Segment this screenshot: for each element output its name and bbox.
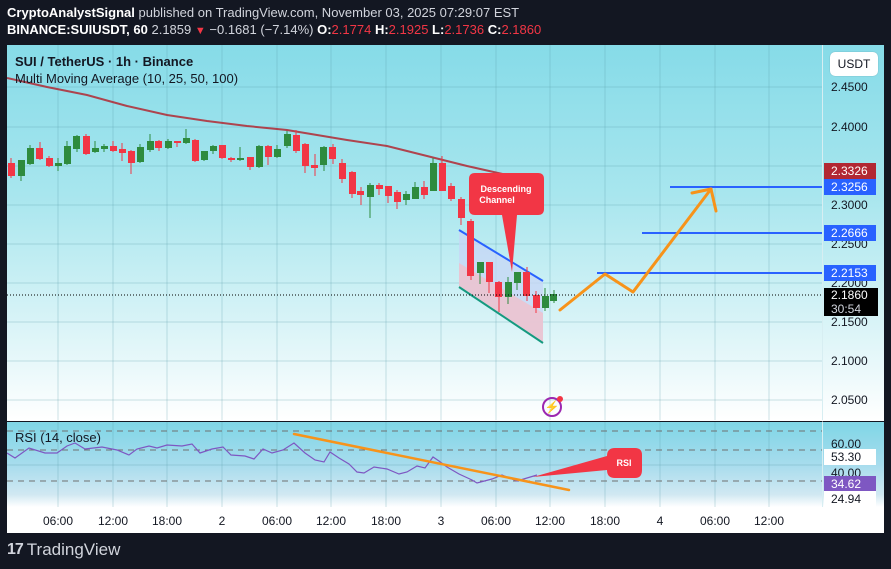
svg-text:Descending: Descending	[480, 184, 531, 194]
high-value: 2.1925	[388, 22, 429, 37]
time-tick: 06:00	[261, 514, 293, 528]
grid	[7, 45, 822, 420]
target-lines[interactable]	[597, 186, 822, 274]
publish-header: CryptoAnalystSignal published on Trading…	[7, 4, 887, 40]
price-tick: 2.1000	[831, 354, 868, 368]
bar-countdown: 30:54	[831, 302, 862, 316]
time-tick: 12:00	[534, 514, 566, 528]
target3-price-tag: 2.3256	[824, 179, 876, 195]
lightning-icon[interactable]: ⚡	[542, 396, 563, 417]
author-name[interactable]: CryptoAnalystSignal	[7, 5, 135, 20]
rsi-callout[interactable]: RSI	[533, 448, 642, 478]
last-price: 2.1859	[151, 22, 192, 37]
price-tick: 2.4500	[831, 80, 868, 94]
price-change: −0.1681 (−7.14%)	[209, 22, 314, 37]
price-tick: 2.3000	[831, 198, 868, 212]
time-tick: 18:00	[151, 514, 183, 528]
symbol-title[interactable]: SUI / TetherUS · 1h · Binance	[15, 54, 194, 69]
tradingview-brand: TradingView	[26, 540, 121, 559]
time-tick: 3	[437, 514, 445, 528]
price-tick: 2.1500	[831, 315, 868, 329]
symbol-ohlc: BINANCE:SUIUSDT, 60 2.1859 ▼ −0.1681 (−7…	[7, 21, 887, 40]
open-label: O:	[317, 22, 332, 37]
rsi-current-tag: 34.62	[824, 476, 876, 492]
rsi-chart-canvas: RSI	[7, 422, 822, 507]
time-tick: 06:00	[699, 514, 731, 528]
triangle-down-icon: ▼	[194, 25, 206, 37]
current-price-tag: 2.1860 30:54	[824, 288, 878, 316]
price-axis[interactable]: USDT 2.4500 2.4000 2.3000 2.2500 2.2000 …	[822, 45, 884, 420]
price-tick: 2.0500	[831, 393, 868, 407]
rsi-axis[interactable]: 60.00 40.00 53.30 34.62 24.94	[822, 421, 884, 507]
notification-dot	[557, 396, 563, 402]
time-tick: 06:00	[480, 514, 512, 528]
rsi-tick: 60.00	[831, 437, 862, 451]
close-value: 2.1860	[501, 22, 542, 37]
indicator-label[interactable]: Multi Moving Average (10, 25, 50, 100)	[15, 71, 239, 86]
time-tick: 18:00	[589, 514, 621, 528]
time-axis[interactable]: 06:00 12:00 18:00 2 06:00 12:00 18:00 3 …	[7, 507, 884, 533]
rsi-line	[7, 442, 538, 484]
descending-channel-callout[interactable]: Descending Channel	[469, 173, 544, 272]
rsi-lower-tag: 24.94	[824, 491, 876, 507]
tradingview-logo[interactable]: 17 TradingView	[7, 540, 120, 560]
rsi-trendline[interactable]	[292, 432, 571, 492]
time-tick: 06:00	[42, 514, 74, 528]
symbol: BINANCE:SUIUSDT, 60	[7, 22, 148, 37]
time-tick: 18:00	[370, 514, 402, 528]
price-pane[interactable]: Descending Channel SUI / TetherUS · 1h ·…	[7, 45, 822, 420]
projection-arrow[interactable]	[558, 187, 718, 312]
rsi-legend[interactable]: RSI (14, close)	[15, 430, 101, 445]
time-tick: 4	[656, 514, 664, 528]
low-label: L:	[432, 22, 445, 37]
ma-price-tag: 2.3326	[824, 163, 876, 179]
target1-price-tag: 2.2153	[824, 265, 876, 281]
tradingview-logo-icon: 17	[7, 541, 24, 558]
price-tick: 2.4000	[831, 120, 868, 134]
svg-text:RSI: RSI	[616, 458, 631, 468]
time-tick: 12:00	[97, 514, 129, 528]
rsi-pane[interactable]: RSI RSI (14, close)	[7, 421, 822, 507]
target2-price-tag: 2.2666	[824, 225, 876, 241]
chart-legend: SUI / TetherUS · 1h · Binance Multi Movi…	[15, 53, 238, 87]
rsi-bands	[7, 430, 822, 482]
svg-text:Channel: Channel	[479, 195, 515, 205]
price-chart-canvas: Descending Channel	[7, 45, 822, 420]
rsi-upper-tag: 53.30	[824, 449, 876, 465]
candlesticks	[8, 129, 557, 313]
chart-container: Descending Channel SUI / TetherUS · 1h ·…	[7, 43, 884, 533]
publish-date: published on TradingView.com, November 0…	[138, 5, 520, 20]
open-value: 2.1774	[331, 22, 372, 37]
close-label: C:	[487, 22, 502, 37]
publish-info: CryptoAnalystSignal published on Trading…	[7, 4, 887, 21]
currency-button[interactable]: USDT	[830, 52, 878, 76]
moving-average-line	[7, 77, 538, 182]
time-tick: 12:00	[753, 514, 785, 528]
low-value: 2.1736	[444, 22, 485, 37]
rsi-grid	[7, 422, 822, 507]
time-tick: 2	[218, 514, 226, 528]
time-tick: 12:00	[315, 514, 347, 528]
current-price-value: 2.1860	[831, 288, 868, 302]
high-label: H:	[374, 22, 389, 37]
